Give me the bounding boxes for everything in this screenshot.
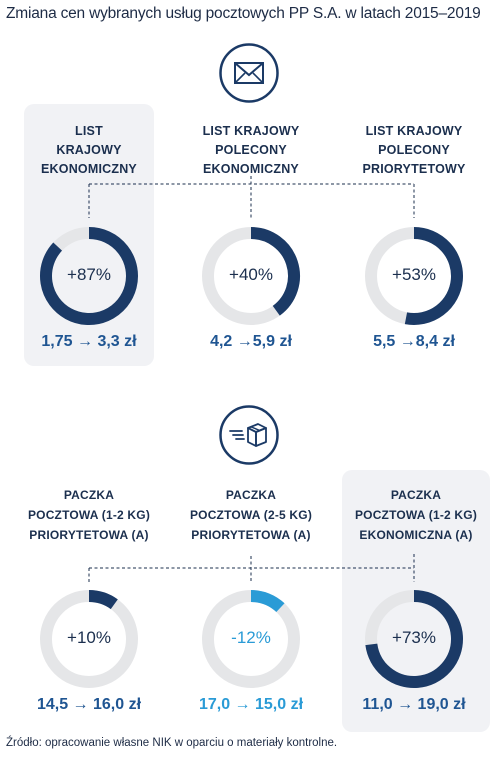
- parcel-label-1: PACZKA POCZTOWA (2-5 KG) PRIORYTETOWA (A…: [189, 488, 313, 542]
- donut-arc: [404, 227, 463, 325]
- change-letter-2: +53%: [392, 265, 436, 284]
- envelope-icon: [218, 42, 280, 104]
- price-parcel-2: 11,0 → 19,0 zł: [362, 696, 466, 713]
- parcel-label-2: PACZKA POCZTOWA (1-2 KG) EKONOMICZNA (A): [354, 488, 478, 542]
- price-parcel-0: 14,5 → 16,0 zł: [36, 696, 142, 713]
- donut-arc: [365, 590, 463, 688]
- change-letter-1: +40%: [229, 265, 273, 284]
- source-note: Źródło: opracowanie własne NIK w oparciu…: [6, 737, 338, 749]
- donut-parcel-1: [202, 590, 300, 688]
- letter-label-2: LIST KRAJOWY POLECONY PRIORYTETOWY: [362, 124, 466, 176]
- chart-title: Zmiana cen wybranych usług pocztowych PP…: [6, 5, 481, 22]
- donut-arc: [88, 590, 118, 610]
- donut-arc: [250, 590, 285, 613]
- change-letter-0: +87%: [67, 265, 111, 284]
- donut-arc: [40, 227, 138, 325]
- price-parcel-1: 17,0 → 15,0 zł: [198, 696, 304, 713]
- donut-parcel-0: [40, 590, 138, 688]
- change-parcel-2: +73%: [392, 628, 436, 647]
- price-letter-0: 1,75 → 3,3 zł: [41, 333, 137, 350]
- price-letter-1: 4,2 →5,9 zł: [210, 333, 292, 350]
- parcel-label-0: PACZKA POCZTOWA (1-2 KG) PRIORYTETOWA (A…: [27, 488, 151, 542]
- letter-label-1: LIST KRAJOWY POLECONY EKONOMICZNY: [202, 124, 300, 176]
- donut-parcel-2: [365, 590, 463, 688]
- donut-letter-0: [40, 227, 138, 325]
- change-parcel-1: -12%: [231, 628, 271, 647]
- letter-label-0: LIST KRAJOWY EKONOMICZNY: [41, 124, 137, 176]
- price-letter-2: 5,5 →8,4 zł: [373, 333, 455, 350]
- donut-arc: [250, 227, 300, 316]
- change-parcel-0: +10%: [67, 628, 111, 647]
- donut-letter-2: [365, 227, 463, 325]
- package-icon: [218, 404, 280, 466]
- donut-letter-1: [202, 227, 300, 325]
